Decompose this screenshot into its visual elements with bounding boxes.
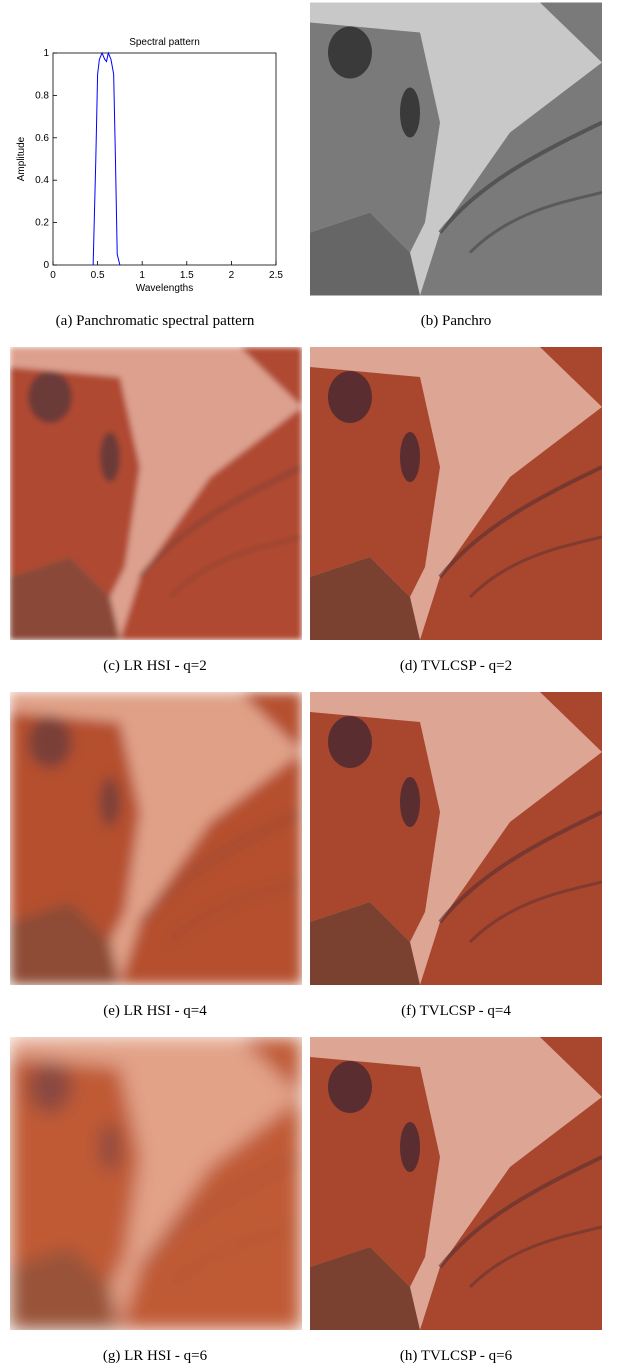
caption: (d) TVLCSP - q=2: [306, 658, 606, 675]
caption: (f) TVLCSP - q=4: [306, 1003, 606, 1020]
lr-hsi-q4-image: [10, 692, 302, 985]
tvlcsp-q2-image: [310, 347, 602, 640]
x-tick-label: 2.5: [269, 270, 283, 281]
tvlcsp-q4-image: [310, 692, 602, 985]
x-tick-label: 1: [139, 270, 145, 281]
y-tick-label: 1: [43, 48, 49, 59]
caption: (a) Panchromatic spectral pattern: [5, 313, 305, 330]
tvlcsp-q6-image: [310, 1037, 602, 1330]
y-tick-label: 0: [43, 260, 49, 271]
y-tick-label: 0.8: [35, 90, 49, 101]
caption: (h) TVLCSP - q=6: [306, 1348, 606, 1365]
y-tick-label: 0.2: [35, 218, 49, 229]
x-tick-label: 1.5: [180, 270, 194, 281]
y-tick-label: 0.6: [35, 133, 49, 144]
chart-title: Spectral pattern: [129, 37, 200, 48]
panchro-image: [310, 2, 602, 296]
line-series: [93, 53, 120, 265]
caption: (e) LR HSI - q=4: [5, 1003, 305, 1020]
x-tick-label: 2: [229, 270, 235, 281]
y-axis-label: Amplitude: [16, 136, 27, 181]
caption: (g) LR HSI - q=6: [5, 1348, 305, 1365]
y-tick-label: 0.4: [35, 175, 49, 186]
caption: (c) LR HSI - q=2: [5, 658, 305, 675]
x-tick-label: 0: [50, 270, 56, 281]
lr-hsi-q6-image: [10, 1037, 302, 1330]
plot-frame: [53, 53, 276, 265]
caption: (b) Panchro: [306, 313, 606, 330]
spectral-chart: Spectral pattern Wavelengths Amplitude 0 0.5…: [0, 0, 300, 300]
x-axis-label: Wavelengths: [136, 283, 193, 294]
lr-hsi-q2-image: [10, 347, 302, 640]
x-tick-label: 0.5: [91, 270, 105, 281]
page: Spectral pattern Wavelengths Amplitude 0 0.5…: [0, 0, 620, 1372]
